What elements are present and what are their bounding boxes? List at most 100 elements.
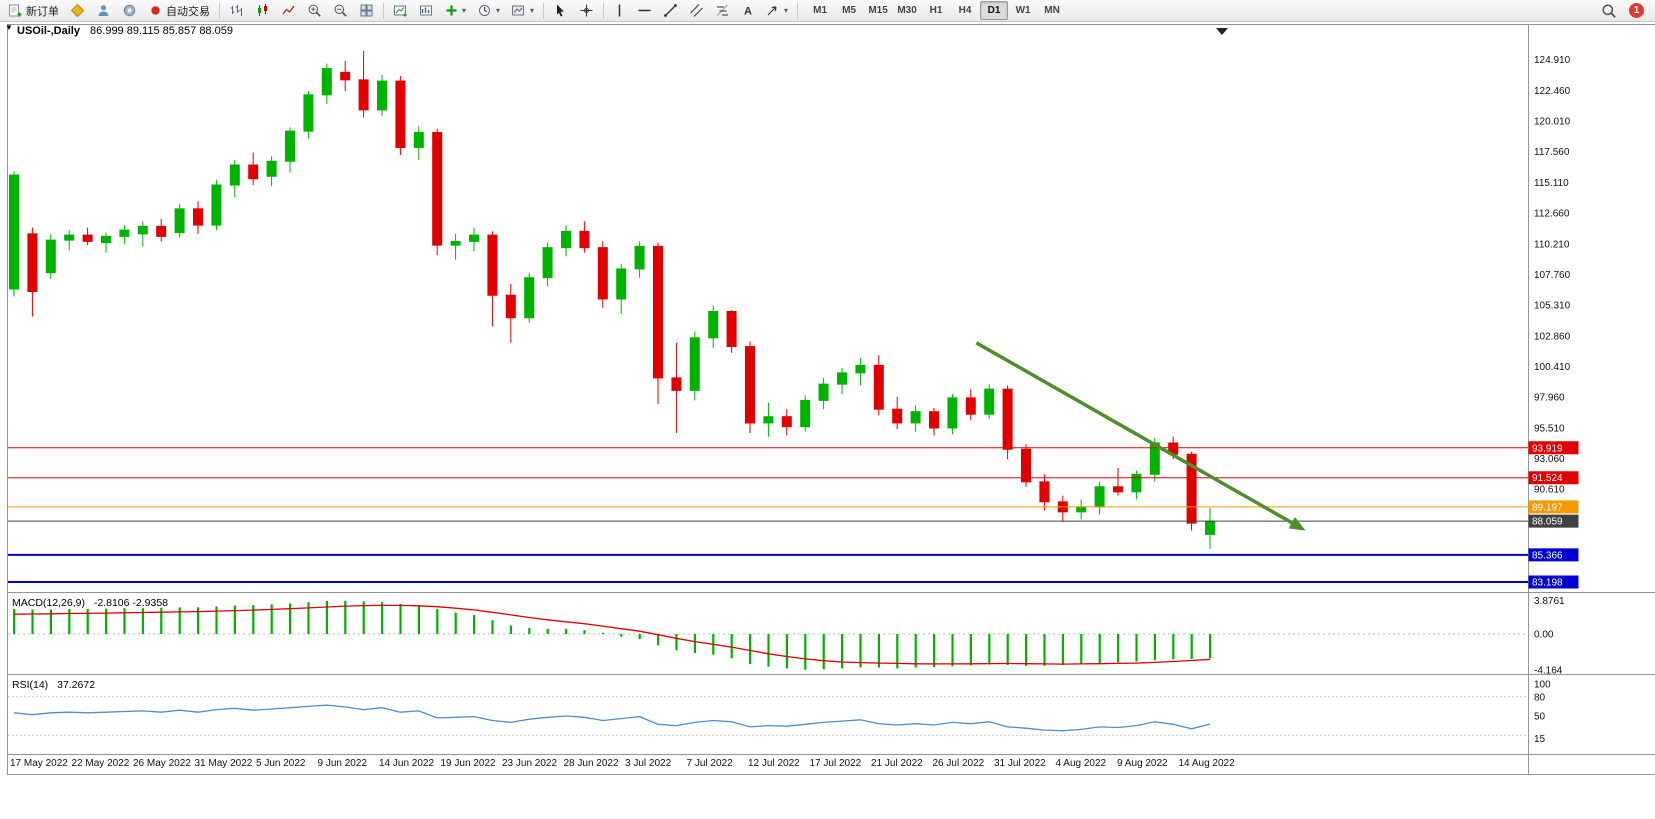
timeframe-button-D1[interactable]: D1 bbox=[980, 1, 1009, 20]
macd-histogram-bar bbox=[859, 634, 862, 668]
macd-histogram-bar bbox=[1117, 634, 1120, 663]
macd-histogram-bar bbox=[31, 609, 34, 634]
macd-histogram-bar bbox=[270, 604, 273, 634]
periods-button[interactable]: ▾ bbox=[472, 0, 505, 21]
trend-arrow[interactable] bbox=[975, 341, 1306, 531]
candle-body bbox=[689, 337, 700, 391]
new-order-label: 新订单 bbox=[26, 5, 59, 18]
zoom-in-button[interactable] bbox=[302, 0, 327, 21]
price-tag-label: 93.919 bbox=[1532, 443, 1563, 454]
fibonacci-tool-button[interactable] bbox=[710, 0, 735, 21]
crosshair-tool-button[interactable] bbox=[574, 0, 599, 21]
macd-histogram-bar bbox=[252, 605, 255, 634]
macd-histogram-bar bbox=[565, 628, 568, 634]
bar-chart-button[interactable] bbox=[224, 0, 249, 21]
candle-body bbox=[561, 230, 571, 249]
price-tag bbox=[1528, 471, 1579, 485]
text-tool-button[interactable]: A bbox=[736, 0, 759, 21]
chart-profiles-button[interactable] bbox=[414, 0, 439, 21]
macd-histogram-bar bbox=[785, 634, 788, 669]
community-button[interactable] bbox=[91, 0, 116, 21]
candle-body bbox=[1113, 486, 1123, 493]
new-order-button[interactable]: 新订单 bbox=[3, 0, 64, 21]
zoom-in-icon bbox=[307, 3, 322, 18]
timeframe-button-M30[interactable]: M30 bbox=[897, 5, 917, 16]
macd-histogram-bar bbox=[1043, 634, 1046, 666]
candle-body bbox=[432, 131, 443, 246]
toolbar-separator bbox=[383, 2, 384, 19]
macd-histogram-bar bbox=[141, 608, 144, 634]
candle-body bbox=[634, 245, 645, 270]
macd-indicator-label: MACD(12,26,9) -2.8106 -2.9358 bbox=[12, 597, 168, 609]
search-button[interactable] bbox=[1596, 0, 1622, 21]
horizontal-line-icon bbox=[637, 4, 652, 17]
price-scale-label: 112.660 bbox=[1534, 209, 1570, 220]
channel-tool-button[interactable] bbox=[684, 0, 709, 21]
macd-histogram-bar bbox=[988, 634, 991, 665]
chart-canvas[interactable]: 93.919 91.524 89.197 88.059 85.366 83.198 124.… bbox=[0, 22, 1655, 819]
search-icon bbox=[1601, 3, 1617, 19]
candlestick-series[interactable] bbox=[9, 51, 1215, 549]
macd-histogram-bar bbox=[1025, 634, 1028, 666]
timeframe-button-M1[interactable]: M1 bbox=[813, 5, 828, 16]
macd-histogram-bar bbox=[68, 609, 71, 634]
macd-histogram-bar bbox=[436, 609, 439, 634]
timeframe-button-M15[interactable]: M15 bbox=[868, 5, 888, 16]
macd-histogram-bar bbox=[638, 634, 641, 640]
price-scale-label: 102.860 bbox=[1534, 331, 1571, 342]
price-scale-label: 117.560 bbox=[1534, 147, 1570, 158]
new-chart-button[interactable] bbox=[388, 0, 413, 21]
macd-pane[interactable]: 3.8761 0.00 -4.164 bbox=[8, 596, 1565, 676]
timeframe-button-H1[interactable]: H1 bbox=[929, 5, 943, 16]
price-tag-label: 89.197 bbox=[1532, 502, 1563, 513]
market-button[interactable] bbox=[65, 0, 90, 21]
candle-body bbox=[303, 94, 314, 132]
arrows-tool-button[interactable]: ▾ bbox=[760, 0, 793, 21]
cursor-tool-button[interactable] bbox=[548, 0, 573, 21]
macd-histogram-bar bbox=[933, 634, 936, 668]
time-scale[interactable]: 17 May 2022 22 May 2022 26 May 2022 31 May … bbox=[10, 758, 1235, 769]
macd-histogram-bar bbox=[528, 627, 531, 634]
macd-histogram-bar bbox=[1172, 634, 1175, 660]
new-order-icon bbox=[8, 3, 23, 18]
macd-histogram-bar bbox=[1080, 634, 1083, 665]
text-tool-icon: A bbox=[741, 3, 754, 18]
macd-histogram-bar bbox=[951, 634, 954, 667]
price-scale[interactable]: 124.910 122.460 120.010 117.560 115.110 112.6… bbox=[1534, 55, 1571, 496]
timeframe-button-H4[interactable]: H4 bbox=[958, 5, 972, 16]
candle-body bbox=[873, 364, 884, 410]
indicators-button[interactable]: ▾ bbox=[440, 0, 471, 21]
horizontal-line-tool-button[interactable] bbox=[632, 0, 657, 21]
tile-windows-button[interactable] bbox=[354, 0, 379, 21]
price-tag bbox=[1528, 441, 1579, 455]
vertical-line-tool-button[interactable] bbox=[608, 0, 631, 21]
macd-histogram-bar bbox=[86, 609, 89, 634]
new-chart-icon bbox=[393, 3, 408, 18]
candlestick-chart-button[interactable] bbox=[250, 0, 275, 21]
macd-histogram-bar bbox=[178, 607, 181, 634]
zoom-out-button[interactable] bbox=[328, 0, 353, 21]
macd-histogram-bar bbox=[509, 625, 512, 634]
vertical-line-icon bbox=[613, 3, 626, 18]
auto-trading-button[interactable]: 自动交易 bbox=[143, 0, 215, 21]
chart-shift-marker[interactable] bbox=[1216, 28, 1228, 35]
support-button[interactable] bbox=[117, 0, 142, 21]
timeframe-button-W1[interactable]: W1 bbox=[1015, 5, 1031, 16]
timeframe-button-MN[interactable]: MN bbox=[1044, 5, 1060, 16]
candle-body bbox=[505, 294, 516, 319]
one-click-trading-toggle[interactable]: ▼ bbox=[5, 23, 13, 32]
macd-histogram-bar bbox=[914, 634, 917, 668]
macd-histogram-bar bbox=[215, 606, 218, 634]
candle-body bbox=[1076, 506, 1087, 513]
line-chart-button[interactable] bbox=[276, 0, 301, 21]
timeframe-button-M5[interactable]: M5 bbox=[842, 5, 857, 16]
notification-badge[interactable]: 1 bbox=[1629, 3, 1644, 18]
candle-body bbox=[1002, 388, 1013, 450]
support-icon bbox=[122, 3, 137, 18]
templates-button[interactable]: ▾ bbox=[506, 0, 539, 21]
candle-body bbox=[340, 71, 351, 81]
macd-histogram-bar bbox=[105, 608, 108, 634]
price-tag-label: 88.059 bbox=[1532, 517, 1563, 528]
trendline-tool-button[interactable] bbox=[658, 0, 683, 21]
